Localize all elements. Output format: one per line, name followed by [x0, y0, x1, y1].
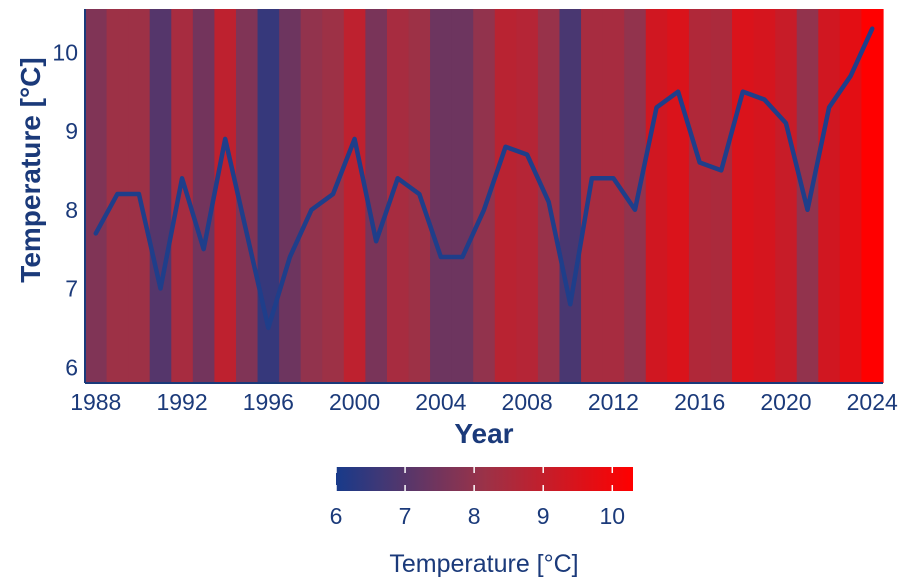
stripe-2019 [753, 9, 776, 383]
stripe-1991 [149, 9, 172, 383]
stripe-2011 [581, 9, 604, 383]
stripe-2016 [688, 9, 712, 383]
x-axis-ticks: 1988 1992 1996 2000 2004 2008 2012 2016 2020 2024 [70, 389, 898, 415]
stripe-2017 [710, 9, 733, 383]
x-tick-label: 2000 [329, 389, 380, 415]
stripe-1996 [257, 9, 280, 383]
colorbar-tick-label: 10 [599, 503, 625, 529]
colorbar-tick-label: 8 [468, 503, 481, 529]
stripe-2000 [343, 9, 366, 383]
y-axis-ticks: 6 7 8 9 10 [52, 39, 78, 380]
y-tick-label: 10 [52, 39, 78, 65]
stripe-2002 [386, 9, 410, 383]
stripe-1993 [192, 9, 216, 383]
x-tick-label: 2004 [415, 389, 466, 415]
colorbar-ticks: 6 7 8 9 10 [330, 467, 625, 529]
stripe-2020 [775, 9, 798, 383]
y-tick-label: 7 [65, 276, 78, 302]
stripe-2012 [602, 9, 625, 383]
stripe-2010 [559, 9, 582, 383]
stripe-2001 [365, 9, 388, 383]
x-tick-label: 1992 [156, 389, 207, 415]
stripe-2024 [861, 9, 884, 383]
x-tick-label: 2016 [674, 389, 725, 415]
stripe-1992 [171, 9, 194, 383]
stripe-1988 [85, 9, 108, 383]
stripe-2022 [818, 9, 841, 383]
y-tick-label: 9 [65, 118, 78, 144]
x-tick-label: 2008 [502, 389, 553, 415]
colorbar-tick-label: 6 [330, 503, 343, 529]
x-axis-title: Year [454, 418, 513, 449]
colorbar: 6 7 8 9 10 Temperature [°C] [330, 467, 633, 578]
stripe-2014 [645, 9, 668, 383]
stripe-2005 [451, 9, 474, 383]
temperature-line [93, 26, 875, 331]
colorbar-gradient [336, 467, 633, 491]
x-tick-label: 1988 [70, 389, 121, 415]
x-tick-label: 1996 [243, 389, 294, 415]
stripe-2004 [430, 9, 453, 383]
stripe-1995 [235, 9, 259, 383]
stripe-2023 [839, 9, 863, 383]
x-tick-label: 2012 [588, 389, 639, 415]
stripe-2008 [516, 9, 539, 383]
stripe-2018 [732, 9, 755, 383]
stripe-2015 [667, 9, 690, 383]
stripe-1998 [300, 9, 323, 383]
stripe-2007 [494, 9, 517, 383]
y-tick-label: 8 [65, 197, 78, 223]
stripe-2013 [624, 9, 647, 383]
x-tick-label: 2020 [760, 389, 811, 415]
y-axis-title: Temperature [°C] [15, 57, 46, 282]
colorbar-title: Temperature [°C] [389, 550, 578, 578]
y-tick-label: 6 [65, 354, 78, 380]
stripe-2021 [796, 9, 819, 383]
stripe-1994 [214, 9, 237, 383]
x-tick-label: 2024 [847, 389, 898, 415]
stripe-2009 [537, 9, 561, 383]
stripe-1997 [279, 9, 302, 383]
colorbar-tick-label: 7 [399, 503, 412, 529]
stripe-2006 [473, 9, 496, 383]
axes [84, 9, 883, 384]
temperature-stripes [85, 9, 884, 383]
colorbar-tick-label: 9 [537, 503, 550, 529]
